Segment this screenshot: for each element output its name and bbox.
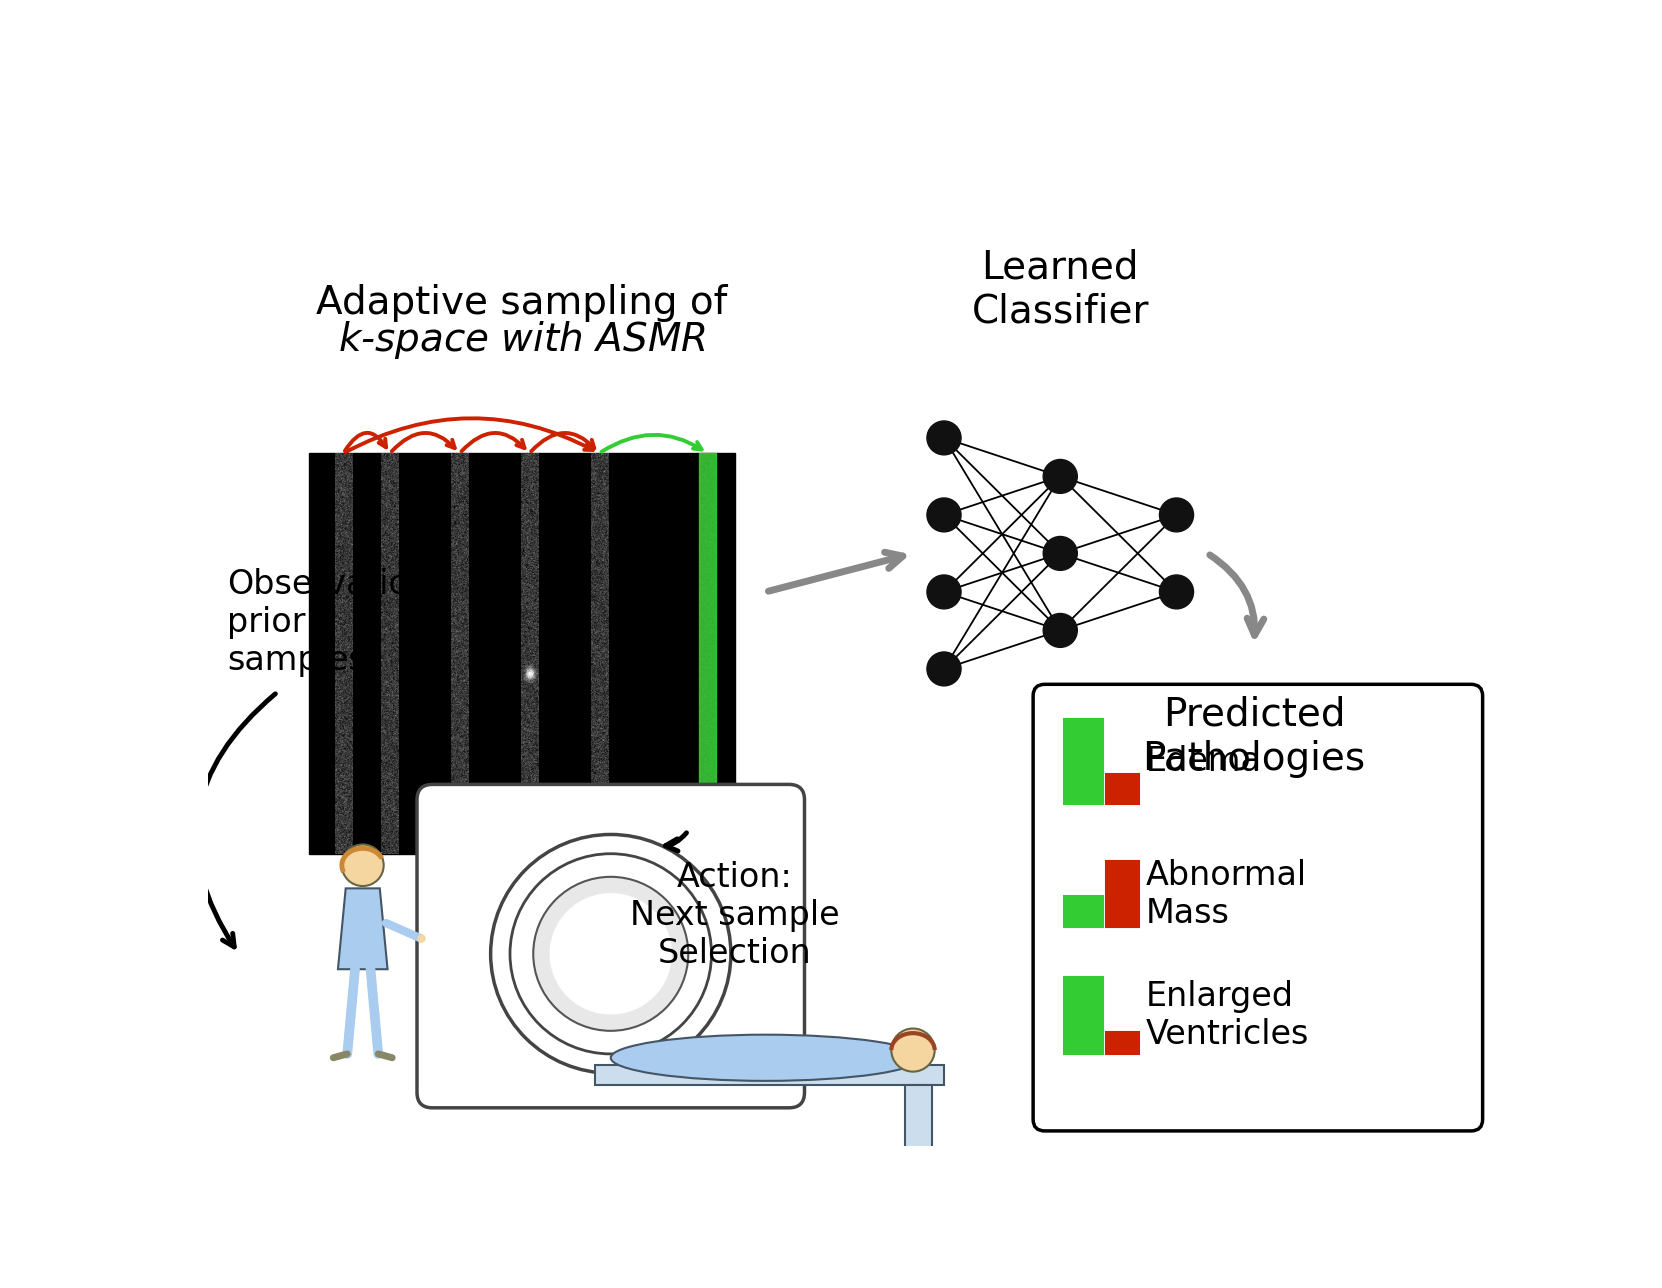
FancyBboxPatch shape <box>417 784 804 1108</box>
Circle shape <box>927 498 961 532</box>
Circle shape <box>927 574 961 609</box>
Text: Observation:
prior
samples: Observation: prior samples <box>228 568 442 677</box>
FancyArrowPatch shape <box>532 433 595 451</box>
Bar <box>1105 862 1138 927</box>
Bar <box>906 1084 932 1162</box>
FancyArrowPatch shape <box>346 419 593 452</box>
Circle shape <box>550 894 671 1014</box>
FancyArrowPatch shape <box>665 833 686 851</box>
Text: Learned
Classifier: Learned Classifier <box>972 249 1148 330</box>
Bar <box>1105 1033 1138 1054</box>
Bar <box>1064 896 1104 927</box>
Circle shape <box>534 877 688 1030</box>
Bar <box>1064 976 1104 1054</box>
Circle shape <box>1044 460 1077 493</box>
Text: Adaptive sampling of: Adaptive sampling of <box>316 285 728 322</box>
Text: Action:
Next sample
Selection: Action: Next sample Selection <box>630 860 839 970</box>
FancyArrowPatch shape <box>392 433 455 451</box>
FancyArrowPatch shape <box>344 433 386 451</box>
Circle shape <box>927 652 961 685</box>
Text: Abnormal
Mass: Abnormal Mass <box>1145 859 1306 930</box>
Bar <box>595 1065 944 1084</box>
Text: $k$-space with ASMR: $k$-space with ASMR <box>337 319 706 361</box>
Circle shape <box>490 835 731 1073</box>
Circle shape <box>510 854 711 1054</box>
Circle shape <box>927 421 961 455</box>
Circle shape <box>1160 498 1193 532</box>
Circle shape <box>1160 574 1193 609</box>
Circle shape <box>342 845 384 886</box>
FancyBboxPatch shape <box>1034 684 1483 1131</box>
Bar <box>1105 774 1138 804</box>
Circle shape <box>1044 537 1077 571</box>
Polygon shape <box>337 889 387 970</box>
Ellipse shape <box>610 1034 921 1081</box>
Circle shape <box>891 1029 934 1072</box>
Text: Enlarged
Ventricles: Enlarged Ventricles <box>1145 980 1310 1051</box>
FancyArrowPatch shape <box>196 694 276 947</box>
Circle shape <box>1044 613 1077 648</box>
Bar <box>700 453 716 854</box>
FancyArrowPatch shape <box>602 435 701 452</box>
Text: Predicted
Pathologies: Predicted Pathologies <box>1142 696 1366 778</box>
Text: Edema: Edema <box>1145 744 1261 778</box>
Bar <box>309 453 735 854</box>
FancyArrowPatch shape <box>462 433 525 451</box>
Bar <box>1064 719 1104 804</box>
